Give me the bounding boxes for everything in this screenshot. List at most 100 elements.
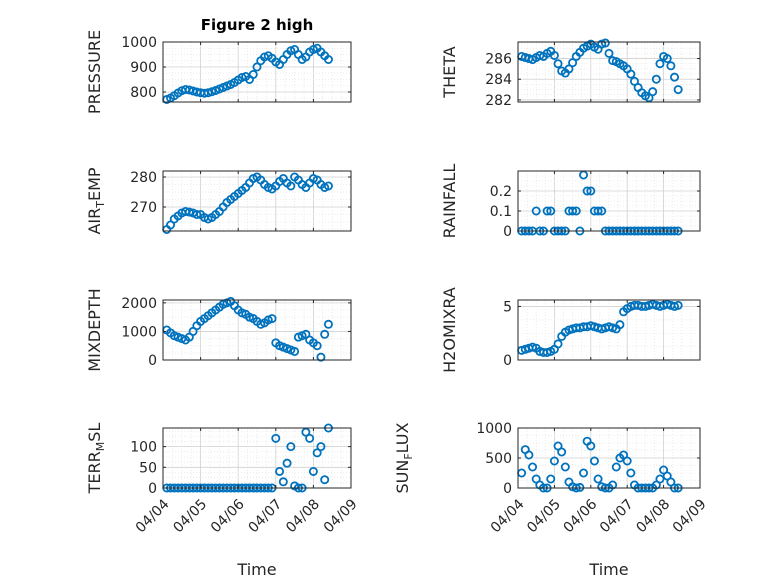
data-point (553, 339, 563, 349)
data-point (655, 59, 665, 69)
data-point (600, 38, 610, 48)
x-tick-label: 04/05 (170, 496, 210, 536)
y-tick-label: 270 (130, 200, 157, 216)
data-point (267, 314, 277, 324)
data-point (670, 72, 680, 82)
y-tick-label: 100 (130, 440, 157, 456)
y-axis-label: H2OMIXRA (440, 287, 459, 373)
x-tick-label: 04/07 (246, 496, 286, 536)
y-tick-label: 1000 (121, 324, 157, 340)
grid (517, 170, 701, 232)
y-axis-label: SUNFLUX (393, 422, 415, 493)
x-axis-label: Time (236, 560, 276, 579)
y-tick-label: 500 (485, 451, 512, 467)
x-tick-label: 04/08 (283, 496, 323, 536)
data-point (546, 206, 556, 216)
data-point (666, 61, 676, 71)
panel-h2omixra: 0 5 H2OMIXRA (440, 287, 701, 373)
data-point (593, 206, 603, 216)
panel-air-temp: 270 280 AIRTEMP (85, 167, 352, 235)
data-point (248, 70, 258, 80)
axes-box (517, 299, 701, 361)
y-tick-label: 284 (485, 72, 512, 88)
series-markers (162, 43, 333, 105)
data-point (305, 433, 315, 443)
x-tick-label: 04/09 (670, 496, 710, 536)
axes-box (162, 299, 352, 361)
panel-rainfall: 0 0.1 0.2 RAINFALL (440, 164, 701, 240)
axes-box (517, 170, 701, 232)
y-axis-label: MIXDEPTH (85, 288, 104, 371)
data-point (553, 59, 563, 69)
series-markers (162, 296, 333, 362)
data-point (320, 329, 330, 339)
x-tick-label: 04/06 (561, 496, 601, 536)
grid (162, 300, 352, 361)
y-tick-label: 0 (503, 481, 512, 497)
data-point (589, 456, 599, 466)
series-markers (517, 299, 683, 357)
y-tick-label: 282 (485, 93, 512, 109)
data-point (582, 186, 592, 196)
x-axis-label: Time (588, 560, 628, 579)
data-point (323, 181, 333, 191)
data-point (557, 447, 567, 457)
x-tick-label: 04/08 (633, 496, 673, 536)
y-tick-label: 5 (503, 299, 512, 315)
panel-mixdepth: 0 1000 2000 MIXDEPTH (85, 288, 352, 372)
data-point (184, 207, 194, 217)
data-point (655, 474, 665, 484)
data-point (604, 48, 614, 58)
data-point (586, 186, 596, 196)
data-point (571, 206, 581, 216)
x-tick-label: 04/07 (597, 496, 637, 536)
data-point (560, 462, 570, 472)
data-point (312, 448, 322, 458)
y-tick-label: 0 (148, 353, 157, 369)
y-tick-label: 50 (139, 460, 157, 476)
data-point (597, 206, 607, 216)
x-tick-label: 04/05 (524, 496, 564, 536)
x-tick-label: 04/06 (208, 496, 248, 536)
data-point (278, 477, 288, 487)
panel-pressure: 800 900 1000 PRESSURE Figure 2 high (85, 16, 352, 114)
data-point (286, 181, 296, 191)
y-axis-label: THETA (440, 46, 459, 98)
y-tick-label: 800 (130, 85, 157, 101)
axes-box (162, 41, 352, 103)
data-point (323, 55, 333, 65)
y-tick-label: 1000 (121, 35, 157, 51)
data-point (308, 466, 318, 476)
data-point (546, 474, 556, 484)
data-point (626, 69, 636, 79)
data-point (542, 206, 552, 216)
data-point (286, 442, 296, 452)
data-point (611, 462, 621, 472)
data-point (622, 456, 632, 466)
data-point (320, 475, 330, 485)
data-point (615, 320, 625, 330)
data-point (531, 206, 541, 216)
y-tick-label: 0 (148, 481, 157, 497)
y-tick-label: 2000 (121, 296, 157, 312)
y-tick-label: 286 (485, 52, 512, 68)
grid (162, 428, 352, 489)
data-point (301, 427, 311, 437)
y-tick-label: 0.1 (490, 204, 512, 220)
y-tick-label: 900 (130, 60, 157, 76)
axes-box (162, 170, 352, 232)
data-point (568, 206, 578, 216)
data-point (662, 54, 672, 64)
data-point (316, 352, 326, 362)
series-markers (517, 38, 683, 103)
y-tick-label: 280 (130, 170, 157, 186)
data-point (549, 50, 559, 60)
data-point (673, 85, 683, 95)
data-point (316, 442, 326, 452)
data-point (203, 88, 213, 98)
y-axis-label: AIRTEMP (85, 167, 107, 234)
y-axis-label: TERRMSL (85, 423, 107, 495)
